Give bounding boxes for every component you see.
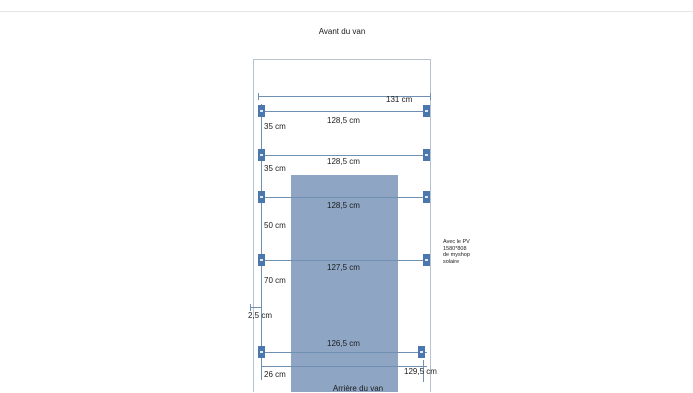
- bottom-right-reference-line: [423, 360, 424, 382]
- row-5-right-clip: [418, 346, 425, 358]
- overall-width-line: [258, 96, 431, 97]
- row-2-width-label: 128,5 cm: [327, 157, 360, 166]
- left-reference-line: [261, 104, 262, 380]
- row-3-gap-label: 50 cm: [264, 221, 286, 230]
- row-4-width-label: 127,5 cm: [327, 263, 360, 272]
- pv-note-line-4: solaire: [443, 258, 460, 265]
- row-1-width-label: 128,5 cm: [327, 116, 360, 125]
- row-5-gap-label: 26 cm: [264, 370, 286, 379]
- pv-note-line-1: Avec le PV: [443, 239, 470, 245]
- row-2-line: [262, 155, 427, 156]
- row-3-left-clip: [258, 191, 265, 203]
- row-2-gap-label: 35 cm: [264, 164, 286, 173]
- overall-width-right-tick: [430, 93, 431, 100]
- van-outline: [253, 59, 431, 392]
- rear-label: Arrière du van: [332, 384, 384, 393]
- row-4-line: [262, 260, 427, 261]
- row-5-left-clip: [258, 346, 265, 358]
- row-1-right-clip: [423, 105, 430, 117]
- overall-width-left-tick: [258, 93, 259, 100]
- row-5-line: [262, 352, 427, 353]
- solar-panel: [291, 175, 398, 392]
- front-label: Avant du van: [318, 27, 366, 36]
- row-3-width-label: 128,5 cm: [327, 201, 360, 210]
- left-offset-tick: [250, 304, 251, 311]
- bottom-right-width-label: 129,5 cm: [404, 367, 437, 376]
- row-2-left-clip: [258, 149, 265, 161]
- row-4-left-clip: [258, 254, 265, 266]
- row-2-right-clip: [423, 149, 430, 161]
- row-5-width-label: 126,5 cm: [327, 339, 360, 348]
- pv-note-line-2: 1580*808: [443, 245, 467, 252]
- row-3-right-clip: [423, 191, 430, 203]
- left-offset-line: [250, 307, 262, 308]
- row-4-right-clip: [423, 254, 430, 266]
- row-1-line: [262, 111, 427, 112]
- pv-note-line-3: de myshop: [443, 252, 470, 258]
- canvas-top-border: [0, 11, 693, 12]
- row-3-line: [262, 197, 427, 198]
- left-offset-label: 2,5 cm: [248, 311, 273, 320]
- row-1-gap-label: 35 cm: [264, 122, 286, 131]
- overall-width-label: 131 cm: [386, 95, 413, 104]
- bottom-width-line: [262, 366, 427, 367]
- row-1-left-clip: [258, 105, 265, 117]
- pv-note: Avec le PV 1580*808 de myshop solaire: [443, 239, 470, 265]
- row-4-gap-label: 70 cm: [264, 276, 286, 285]
